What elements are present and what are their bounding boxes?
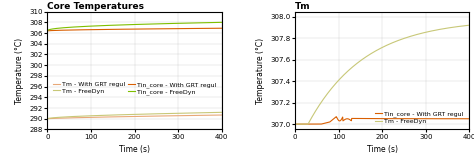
Tm - FreeDyn — [466, 24, 472, 26]
Tm - FreeDyn — [147, 113, 153, 115]
Tin_core - FreeDyn — [123, 24, 129, 26]
Tin_core - With GRT regul — [75, 29, 81, 31]
Tin_core - With GRT regul — [219, 27, 225, 29]
Tin_core - FreeDyn — [176, 22, 182, 24]
Tin_core - With GRT regul — [323, 122, 328, 124]
Tm - With GRT regul — [161, 115, 167, 117]
Y-axis label: Temperature (°C): Temperature (°C) — [256, 38, 265, 104]
Tm - FreeDyn — [176, 112, 182, 114]
Tin_core - With GRT regul — [123, 28, 129, 30]
Tm - FreeDyn — [337, 78, 343, 80]
Tm - FreeDyn — [292, 123, 298, 125]
Tm - FreeDyn — [371, 51, 377, 53]
Tin_core - FreeDyn — [45, 30, 50, 32]
Tm - FreeDyn — [161, 113, 167, 115]
Tm - With GRT regul — [219, 114, 225, 116]
Line: Tin_core - With GRT regul: Tin_core - With GRT regul — [295, 117, 469, 124]
Tm - FreeDyn — [75, 115, 81, 117]
Line: Tm - FreeDyn: Tm - FreeDyn — [47, 112, 222, 119]
Tin_core - FreeDyn — [90, 25, 95, 27]
Legend: Tm - With GRT regul, Tm - FreeDyn, Tin_core - With GRT regul, Tin_core - FreeDyn: Tm - With GRT regul, Tm - FreeDyn, Tin_c… — [50, 79, 219, 97]
Text: Core Temperatures: Core Temperatures — [47, 2, 145, 11]
Tin_core - With GRT regul — [466, 118, 472, 120]
Tm - With GRT regul — [176, 115, 182, 117]
Tin_core - FreeDyn — [161, 23, 167, 25]
Tm - With GRT regul — [90, 116, 95, 118]
Tm - With GRT regul — [123, 116, 129, 118]
Tin_core - With GRT regul — [176, 28, 182, 30]
Tm - With GRT regul — [45, 118, 50, 120]
Y-axis label: Temperature (°C): Temperature (°C) — [15, 38, 24, 104]
Tin_core - With GRT regul — [147, 28, 153, 30]
Tin_core - With GRT regul — [292, 123, 298, 125]
Line: Tm - With GRT regul: Tm - With GRT regul — [47, 115, 222, 119]
Tm - FreeDyn — [219, 111, 225, 113]
Tm - With GRT regul — [75, 117, 81, 119]
Tm - With GRT regul — [147, 115, 153, 117]
Tin_core - FreeDyn — [147, 23, 153, 25]
Tm - FreeDyn — [45, 118, 50, 120]
Tin_core - With GRT regul — [161, 28, 167, 30]
Tin_core - FreeDyn — [219, 21, 225, 23]
Line: Tin_core - FreeDyn: Tin_core - FreeDyn — [47, 22, 222, 31]
Tm - FreeDyn — [395, 40, 401, 42]
Line: Tm - FreeDyn: Tm - FreeDyn — [295, 25, 469, 124]
Tin_core - FreeDyn — [75, 26, 81, 28]
Tin_core - With GRT regul — [371, 118, 377, 120]
X-axis label: Time (s): Time (s) — [366, 145, 398, 154]
Tm - FreeDyn — [123, 114, 129, 116]
Tm - FreeDyn — [90, 115, 95, 117]
Tm - FreeDyn — [409, 35, 414, 37]
Tin_core - With GRT regul — [337, 120, 343, 122]
Tin_core - With GRT regul — [424, 118, 429, 120]
Tin_core - With GRT regul — [333, 116, 339, 118]
Tm - FreeDyn — [423, 31, 429, 33]
Line: Tin_core - With GRT regul: Tin_core - With GRT regul — [47, 28, 222, 31]
Tin_core - With GRT regul — [90, 29, 95, 31]
Tin_core - With GRT regul — [45, 30, 50, 32]
Tin_core - With GRT regul — [395, 118, 401, 120]
X-axis label: Time (s): Time (s) — [119, 145, 150, 154]
Tin_core - With GRT regul — [409, 118, 414, 120]
Tm - FreeDyn — [323, 95, 328, 97]
Text: Tm: Tm — [295, 2, 310, 11]
Legend: Tin_core - With GRT regul, Tm - FreeDyn: Tin_core - With GRT regul, Tm - FreeDyn — [373, 109, 466, 126]
